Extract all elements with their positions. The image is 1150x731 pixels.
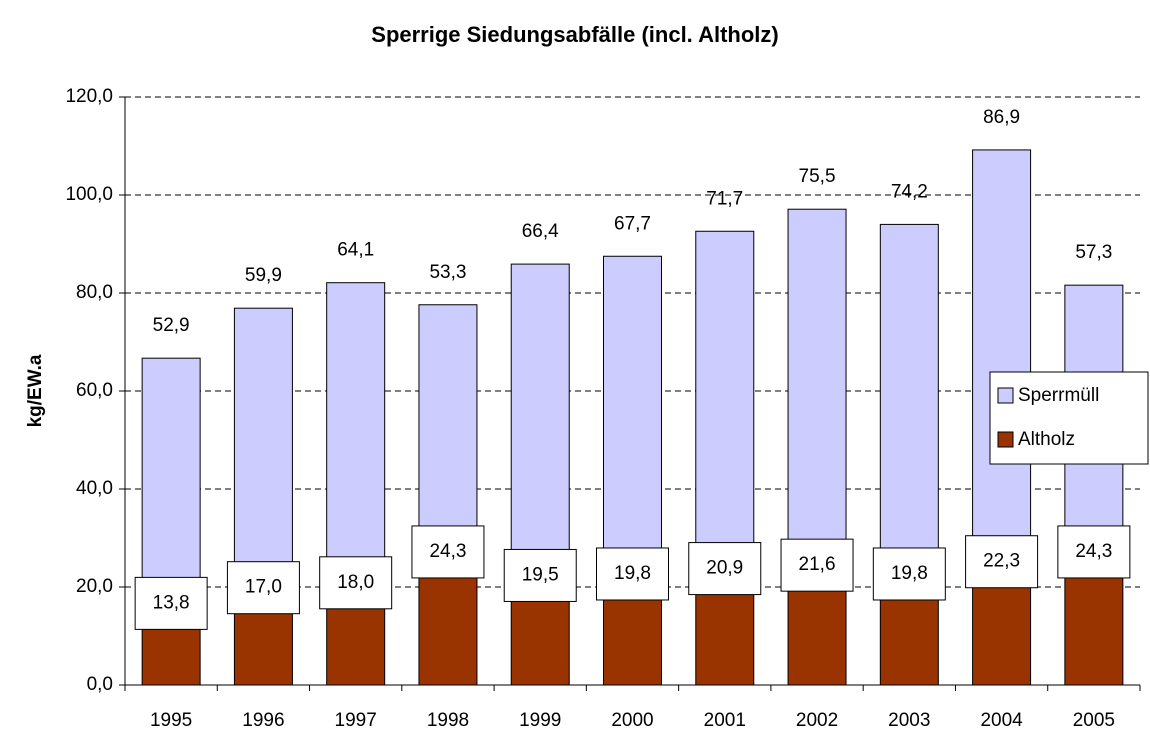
legend-swatch bbox=[997, 431, 1014, 448]
y-axis-label: kg/EW.a bbox=[25, 354, 46, 427]
y-tick-label: 40,0 bbox=[76, 478, 113, 499]
data-label: 22,3 bbox=[983, 551, 1020, 572]
bar-segment bbox=[418, 565, 478, 686]
x-tick-label: 2003 bbox=[888, 710, 930, 731]
legend-box bbox=[989, 371, 1149, 465]
bar-segment bbox=[603, 587, 662, 686]
x-tick-label: 1999 bbox=[519, 710, 561, 731]
data-label-box bbox=[872, 547, 946, 601]
bar-segment bbox=[972, 149, 1032, 577]
legend-swatch bbox=[997, 387, 1014, 404]
bar-segment bbox=[326, 282, 386, 598]
x-tick-label: 2004 bbox=[980, 710, 1023, 731]
bar-segment bbox=[603, 255, 662, 589]
y-tick-label: 20,0 bbox=[76, 576, 113, 597]
x-tick-label: 2005 bbox=[1073, 710, 1115, 731]
x-tick-label: 2002 bbox=[796, 710, 838, 731]
data-label: 74,2 bbox=[891, 181, 928, 202]
data-label: 66,4 bbox=[522, 221, 559, 242]
data-label: 19,8 bbox=[614, 563, 651, 584]
x-tick-label: 1998 bbox=[427, 710, 469, 731]
data-label: 19,5 bbox=[522, 564, 559, 585]
bar-segment bbox=[510, 263, 570, 590]
data-label-box bbox=[780, 538, 854, 592]
data-label: 86,9 bbox=[983, 107, 1020, 128]
y-tick-label: 100,0 bbox=[65, 184, 113, 205]
data-label-box bbox=[503, 548, 577, 602]
bar-segment bbox=[510, 588, 570, 686]
bar-segment bbox=[787, 578, 847, 686]
bar-segment bbox=[695, 230, 755, 584]
data-label: 19,8 bbox=[891, 563, 928, 584]
data-label-box bbox=[596, 547, 669, 601]
data-label-box bbox=[226, 561, 300, 615]
data-label: 20,9 bbox=[706, 558, 743, 579]
chart-title: Sperrige Siedungsabfälle (incl. Altholz) bbox=[371, 22, 778, 47]
legend-label: Altholz bbox=[1018, 429, 1075, 450]
data-label: 53,3 bbox=[429, 262, 466, 283]
data-label: 18,0 bbox=[337, 572, 374, 593]
bar-segment bbox=[233, 307, 293, 603]
y-tick-label: 0,0 bbox=[87, 674, 113, 695]
bar-segment bbox=[879, 223, 939, 589]
data-label: 71,7 bbox=[706, 188, 743, 209]
data-label-box bbox=[411, 525, 485, 579]
data-label: 24,3 bbox=[429, 541, 466, 562]
data-label: 13,8 bbox=[153, 592, 190, 613]
data-label: 24,3 bbox=[1075, 541, 1112, 562]
bar-segment bbox=[879, 587, 939, 686]
bar-segment bbox=[972, 575, 1032, 686]
data-label: 59,9 bbox=[245, 265, 282, 286]
data-label: 21,6 bbox=[799, 554, 836, 575]
x-tick-label: 1995 bbox=[150, 710, 192, 731]
bar-segment bbox=[326, 596, 386, 686]
x-tick-label: 2000 bbox=[611, 710, 653, 731]
data-label: 67,7 bbox=[614, 213, 651, 234]
data-label-box bbox=[965, 535, 1039, 589]
x-tick-label: 2001 bbox=[704, 710, 746, 731]
bar-segment bbox=[695, 582, 755, 686]
data-label: 57,3 bbox=[1075, 242, 1112, 263]
legend-label: Sperrmüll bbox=[1018, 385, 1099, 406]
data-label-box bbox=[688, 542, 762, 596]
y-tick-label: 80,0 bbox=[76, 282, 113, 303]
x-tick-label: 1997 bbox=[335, 710, 377, 731]
data-label: 64,1 bbox=[337, 240, 374, 261]
data-label: 75,5 bbox=[799, 166, 836, 187]
y-tick-label: 60,0 bbox=[76, 380, 113, 401]
bar-segment bbox=[787, 208, 847, 580]
x-tick-label: 1996 bbox=[242, 710, 284, 731]
data-label-box bbox=[319, 556, 393, 610]
y-tick-label: 120,0 bbox=[65, 86, 113, 107]
data-label: 17,0 bbox=[245, 577, 282, 598]
bar-segment bbox=[1064, 565, 1124, 686]
data-label-box bbox=[134, 576, 208, 630]
data-label-box bbox=[1057, 525, 1131, 579]
data-label: 52,9 bbox=[153, 315, 190, 336]
